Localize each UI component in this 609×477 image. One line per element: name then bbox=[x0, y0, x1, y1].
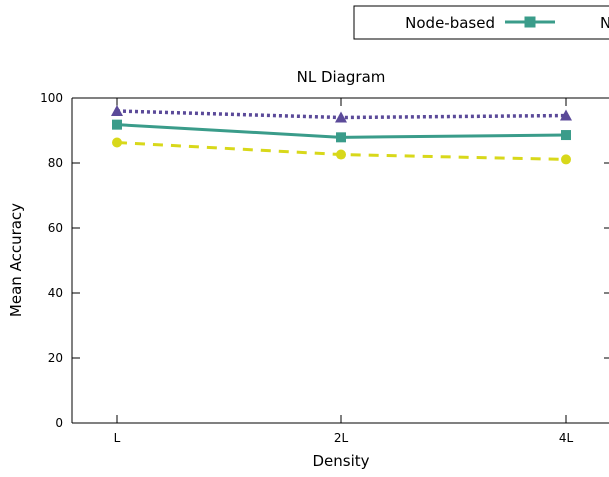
legend: Node-based N bbox=[353, 5, 609, 40]
axes bbox=[71, 97, 609, 424]
y-tick-label-1: 20 bbox=[48, 351, 63, 365]
y-tick-label-0: 0 bbox=[55, 416, 63, 430]
legend-marker-node-based bbox=[524, 16, 536, 28]
series-1-point-2 bbox=[560, 109, 572, 121]
y-axis-label: Mean Accuracy bbox=[7, 203, 25, 317]
x-ticks: L 2L 4L bbox=[114, 98, 574, 445]
y-tick-label-5: 100 bbox=[40, 91, 63, 105]
x-axis-label: Density bbox=[312, 452, 369, 470]
series-1-point-0 bbox=[111, 105, 123, 116]
y-ticks: 0 20 40 60 80 100 bbox=[40, 91, 609, 430]
x-tick-label-0: L bbox=[114, 431, 121, 445]
series-2-point-1 bbox=[336, 149, 346, 160]
series-0-point-1 bbox=[336, 132, 346, 143]
series-2 bbox=[112, 137, 571, 165]
series-0-point-0 bbox=[112, 119, 122, 130]
series-2-point-2 bbox=[561, 154, 571, 165]
legend-label-node-based: Node-based bbox=[405, 14, 495, 32]
series-2-point-0 bbox=[112, 137, 122, 148]
series-layer bbox=[111, 105, 572, 165]
series-1 bbox=[111, 105, 572, 123]
series-0 bbox=[112, 119, 571, 143]
x-tick-label-2: 4L bbox=[559, 431, 574, 445]
legend-label-second-series: N bbox=[600, 14, 609, 32]
chart-title: NL Diagram bbox=[297, 68, 386, 86]
x-tick-label-1: 2L bbox=[334, 431, 349, 445]
series-0-point-2 bbox=[561, 130, 571, 141]
y-tick-label-4: 80 bbox=[48, 156, 63, 170]
legend-box bbox=[353, 5, 609, 40]
y-tick-label-3: 60 bbox=[48, 221, 63, 235]
y-tick-label-2: 40 bbox=[48, 286, 63, 300]
series-1-point-1 bbox=[335, 111, 347, 123]
